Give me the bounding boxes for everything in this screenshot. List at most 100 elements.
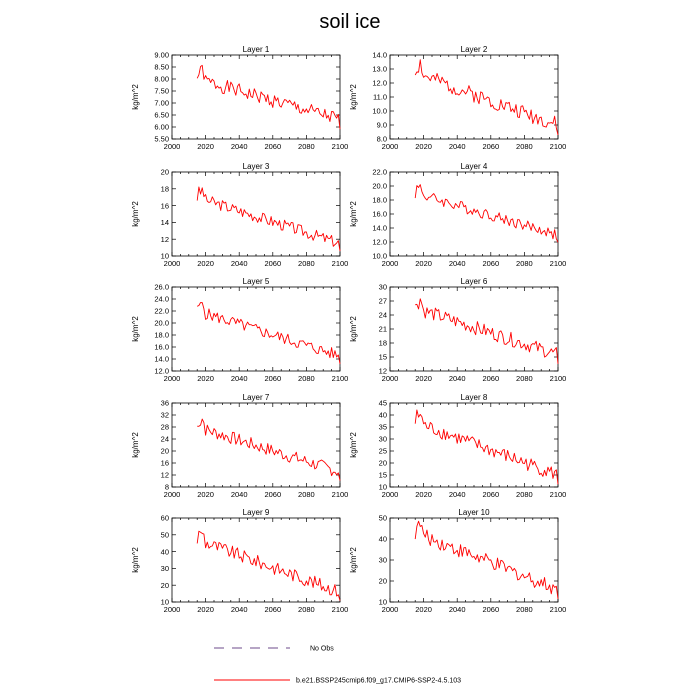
series-line (414, 59, 559, 136)
plot-frame (389, 171, 559, 257)
y-tick-label: 20 (161, 447, 169, 456)
x-tick-label: 2060 (482, 490, 499, 499)
series-line (414, 520, 559, 600)
panel-layer-4: Layer 4 2000 2020 2040 2060 2080 2100 10.0 12.0 1… (349, 162, 566, 268)
y-tick-label: 26.0 (154, 283, 169, 292)
panel-title: Layer 1 (243, 45, 270, 54)
panel-layer-3: Layer 3 2000 2020 2040 2060 2080 2100 10 12 14 16 1… (131, 162, 348, 268)
legend-model-label: b.e21.BSSP245cmip6.f09_g17.CMIP6-SSP2-4.… (296, 678, 461, 685)
y-tick-label: 20 (379, 577, 387, 586)
x-tick-label: 2080 (298, 259, 315, 268)
panel-layer-6: Layer 6 2000 2020 2040 2060 2080 2100 12 15 18 21 2… (349, 277, 566, 383)
x-tick-label: 2060 (482, 605, 499, 614)
plot-frame (171, 171, 341, 257)
series-line (196, 186, 341, 252)
panel-layer-1: Layer 1 2000 2020 2040 2060 2080 2100 5.50 6.00 6… (131, 45, 348, 151)
series-line (414, 184, 559, 243)
y-axis-label: kg/m^2 (131, 547, 140, 573)
x-tick-label: 2000 (382, 142, 399, 151)
x-tick-label: 2040 (231, 259, 248, 268)
x-tick-label: 2000 (382, 374, 399, 383)
x-tick-label: 2060 (482, 374, 499, 383)
panel-title: Layer 4 (461, 162, 488, 171)
x-tick-label: 2100 (332, 142, 349, 151)
x-tick-label: 2020 (415, 142, 432, 151)
x-tick-label: 2100 (332, 605, 349, 614)
y-tick-label: 32 (161, 411, 169, 420)
y-tick-label: 15 (379, 353, 387, 362)
x-tick-label: 2100 (550, 259, 567, 268)
x-tick-label: 2020 (415, 605, 432, 614)
x-tick-label: 2020 (415, 374, 432, 383)
y-tick-label: 9.0 (377, 121, 387, 130)
y-tick-label: 8.0 (377, 135, 387, 144)
x-tick-label: 2060 (482, 142, 499, 151)
y-tick-label: 14.0 (154, 355, 169, 364)
x-tick-label: 2040 (231, 490, 248, 499)
x-tick-label: 2060 (264, 259, 281, 268)
x-tick-label: 2020 (197, 374, 214, 383)
x-tick-label: 2020 (415, 259, 432, 268)
x-tick-label: 2080 (516, 490, 533, 499)
x-tick-label: 2100 (550, 142, 567, 151)
y-tick-label: 30 (379, 283, 387, 292)
x-tick-label: 2080 (516, 605, 533, 614)
y-tick-label: 30 (379, 556, 387, 565)
y-axis-label: kg/m^2 (349, 432, 358, 458)
y-axis-label: kg/m^2 (349, 201, 358, 227)
x-tick-label: 2020 (197, 605, 214, 614)
x-tick-label: 2060 (264, 490, 281, 499)
y-tick-label: 10 (161, 598, 169, 607)
panel-layer-9: Layer 9 2000 2020 2040 2060 2080 2100 10 20 30 40 5… (131, 508, 348, 614)
panel-title: Layer 8 (461, 393, 488, 402)
panel-title: Layer 9 (243, 508, 270, 517)
x-tick-label: 2100 (550, 605, 567, 614)
plot-frame (171, 286, 341, 372)
y-tick-label: 16.0 (154, 343, 169, 352)
y-tick-label: 10.0 (372, 252, 387, 261)
series-line (415, 298, 559, 364)
y-tick-label: 24 (161, 435, 169, 444)
y-tick-label: 36 (161, 399, 169, 408)
y-tick-label: 9.00 (154, 51, 169, 60)
y-axis-label: kg/m^2 (349, 84, 358, 110)
x-tick-label: 2000 (164, 142, 181, 151)
x-tick-label: 2080 (298, 490, 315, 499)
x-tick-label: 2040 (449, 605, 466, 614)
y-tick-label: 20 (379, 459, 387, 468)
x-tick-label: 2000 (164, 374, 181, 383)
y-tick-label: 22.0 (372, 168, 387, 177)
x-tick-label: 2100 (550, 490, 567, 499)
y-tick-label: 24.0 (154, 295, 169, 304)
x-tick-label: 2080 (298, 374, 315, 383)
y-axis-label: kg/m^2 (131, 201, 140, 227)
x-tick-label: 2000 (164, 259, 181, 268)
y-tick-label: 10 (379, 483, 387, 492)
x-tick-label: 2040 (449, 374, 466, 383)
x-tick-label: 2020 (415, 490, 432, 499)
y-tick-label: 12.0 (154, 367, 169, 376)
y-tick-label: 22.0 (154, 307, 169, 316)
y-tick-label: 30 (379, 435, 387, 444)
x-tick-label: 2020 (197, 490, 214, 499)
x-tick-label: 2040 (449, 490, 466, 499)
y-axis-label: kg/m^2 (131, 316, 140, 342)
panel-title: Layer 5 (243, 277, 270, 286)
y-tick-label: 35 (379, 423, 387, 432)
x-tick-label: 2060 (264, 374, 281, 383)
y-tick-label: 8 (165, 483, 169, 492)
series-line (196, 530, 341, 601)
x-tick-label: 2080 (516, 374, 533, 383)
legend-obs-label: No Obs (310, 646, 334, 653)
y-tick-label: 12 (379, 367, 387, 376)
panel-title: Layer 3 (243, 162, 270, 171)
y-tick-label: 14.0 (372, 224, 387, 233)
y-tick-label: 20 (161, 168, 169, 177)
panel-title: Layer 2 (461, 45, 488, 54)
y-tick-label: 16.0 (372, 210, 387, 219)
figure-title: soil ice (319, 11, 380, 33)
x-tick-label: 2060 (264, 605, 281, 614)
y-tick-label: 45 (379, 399, 387, 408)
